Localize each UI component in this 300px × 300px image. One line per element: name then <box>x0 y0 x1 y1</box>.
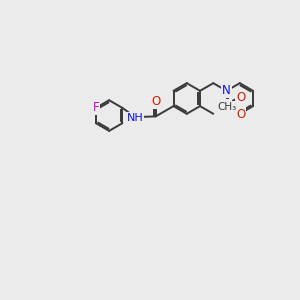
Text: O: O <box>236 108 245 121</box>
Text: N: N <box>222 84 231 97</box>
Text: CH₃: CH₃ <box>217 102 236 112</box>
Text: NH: NH <box>127 113 143 123</box>
Text: S: S <box>222 100 231 112</box>
Text: F: F <box>93 101 99 114</box>
Text: O: O <box>236 92 245 104</box>
Text: O: O <box>151 94 160 108</box>
